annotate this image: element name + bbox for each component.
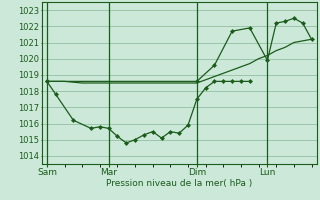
X-axis label: Pression niveau de la mer( hPa ): Pression niveau de la mer( hPa ): [106, 179, 252, 188]
